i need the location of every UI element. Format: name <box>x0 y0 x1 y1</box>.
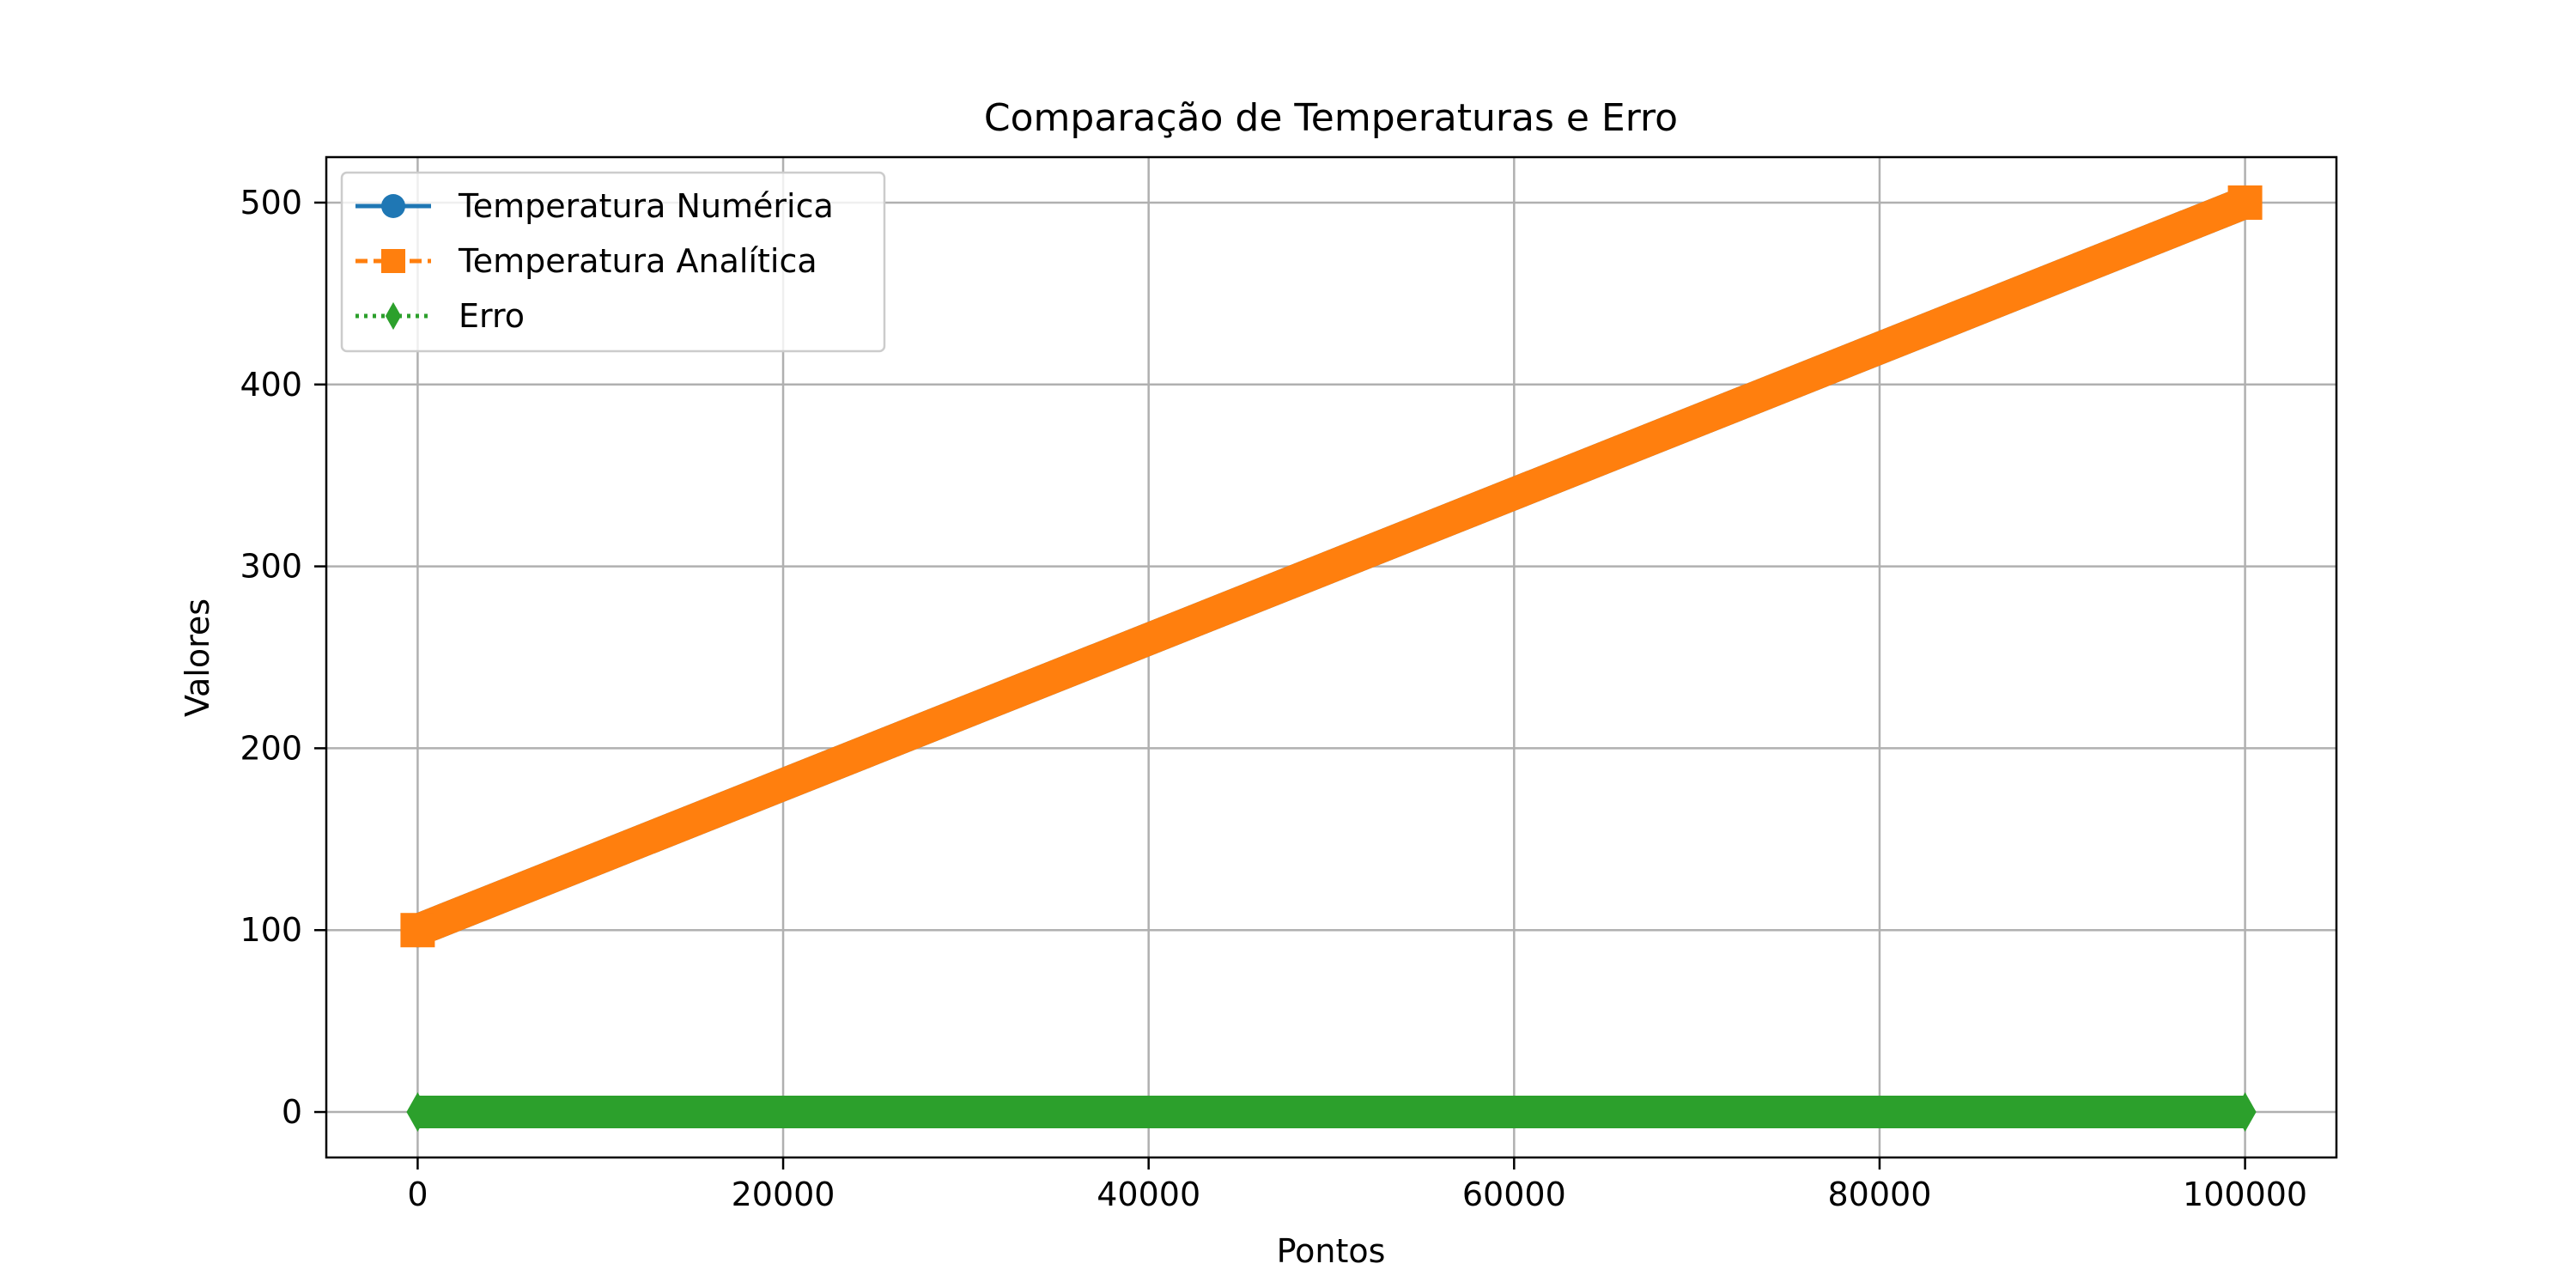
legend: Temperatura Numérica Temperatura Analític… <box>340 171 886 353</box>
series-layer <box>400 185 2263 1133</box>
legend-marker <box>381 194 405 218</box>
legend-marker <box>385 301 402 331</box>
legend-label: Erro <box>459 297 525 335</box>
x-axis-label: Pontos <box>1277 1232 1386 1270</box>
y-tick-label: 300 <box>240 548 302 586</box>
data-point-marker <box>2227 185 2263 220</box>
y-tick-label: 500 <box>240 184 302 222</box>
series-band <box>411 187 2251 945</box>
legend-box <box>340 171 886 353</box>
plot-frame <box>325 155 2338 1159</box>
y-tick-label: 400 <box>240 366 302 404</box>
x-tick-label: 60000 <box>1462 1176 1566 1213</box>
x-tick-label: 100000 <box>2183 1176 2307 1213</box>
y-tick-label: 100 <box>240 911 302 949</box>
y-axis-label: Valores <box>179 598 216 717</box>
data-point-marker <box>400 913 435 948</box>
chart-title: Comparação de Temperaturas e Erro <box>984 96 1678 140</box>
series-3 <box>406 1092 2257 1133</box>
x-tick-label: 0 <box>407 1176 428 1213</box>
data-point-marker <box>2233 1092 2257 1133</box>
legend-marker <box>381 249 405 273</box>
y-tick-label: 200 <box>240 729 302 767</box>
data-point-marker <box>406 1092 429 1133</box>
x-tick-label: 80000 <box>1828 1176 1932 1213</box>
legend-label: Temperatura Analítica <box>458 242 817 280</box>
legend-label: Temperatura Numérica <box>458 187 834 225</box>
ticks: 0 20000 40000 60000 80000 100000 0 100 200 300 400… <box>240 184 2307 1213</box>
y-tick-label: 0 <box>282 1093 302 1131</box>
x-tick-label: 40000 <box>1097 1176 1200 1213</box>
series-2 <box>400 185 2263 948</box>
x-tick-label: 20000 <box>732 1176 835 1213</box>
